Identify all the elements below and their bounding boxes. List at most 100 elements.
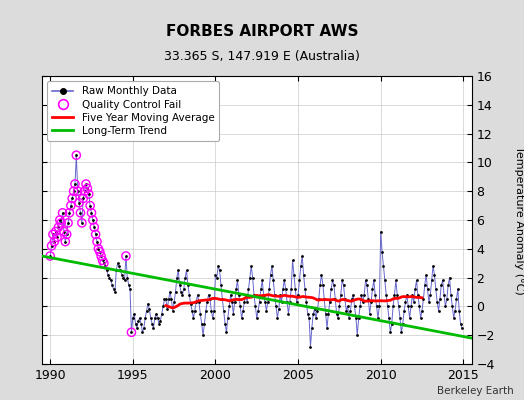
Point [64,220,72,226]
Point [269,277,278,284]
Point [346,308,355,314]
Point [353,332,362,338]
Point [377,228,385,235]
Point [73,188,82,194]
Point [75,200,83,206]
Point [123,274,132,281]
Point [100,260,108,266]
Point [389,303,397,310]
Point [320,296,329,302]
Point [357,292,366,298]
Point [105,274,114,281]
Point [204,292,213,298]
Point [100,260,108,266]
Point [244,286,253,292]
Point [231,299,239,305]
Point [210,308,219,314]
Point [302,299,311,305]
Point [58,210,67,216]
Text: 33.365 S, 147.919 E (Australia): 33.365 S, 147.919 E (Australia) [164,50,360,63]
Y-axis label: Temperature Anomaly (°C): Temperature Anomaly (°C) [514,146,524,294]
Point [115,263,123,269]
Point [369,277,378,284]
Point [138,329,147,336]
Point [57,220,66,226]
Point [128,315,137,321]
Point [354,315,363,321]
Point [301,286,309,292]
Point [90,224,99,230]
Point [305,315,313,321]
Point [401,299,410,305]
Point [108,282,116,288]
Point [363,282,371,288]
Point [94,246,103,252]
Point [66,210,74,216]
Point [69,188,78,194]
Point [246,274,254,281]
Point [294,292,302,298]
Point [421,282,429,288]
Point [235,292,243,298]
Point [202,308,210,314]
Point [319,282,327,288]
Point [68,195,77,202]
Point [286,299,294,305]
Point [166,289,174,295]
Point [239,308,247,314]
Point [136,315,144,321]
Point [356,303,364,310]
Point [221,320,230,327]
Point [71,181,79,187]
Point [423,286,432,292]
Point [341,296,349,302]
Point [321,310,330,317]
Point [316,282,324,288]
Point [60,228,68,235]
Point [47,243,56,249]
Point [220,308,228,314]
Point [51,228,60,235]
Point [399,320,407,327]
Point [152,310,160,317]
Point [66,210,74,216]
Point [97,253,105,259]
Point [247,263,255,269]
Point [211,272,220,278]
Point [374,315,382,321]
Point [49,231,57,238]
Point [103,267,111,274]
Point [178,292,187,298]
Point [173,274,181,281]
Point [338,277,346,284]
Point [176,282,184,288]
Point [198,320,206,327]
Point [122,253,130,259]
Point [259,292,268,298]
Point [236,303,244,310]
Point [79,195,88,202]
Point [248,274,257,281]
Point [283,299,291,305]
Point [310,306,319,312]
Point [323,325,331,331]
Point [265,286,274,292]
Point [114,260,122,266]
Point [407,303,415,310]
Point [58,210,67,216]
Point [434,308,443,314]
Point [455,308,463,314]
Point [330,282,338,288]
Point [60,228,68,235]
Point [456,320,465,327]
Point [349,292,357,298]
Point [78,220,86,226]
Point [414,292,422,298]
Point [232,286,241,292]
Point [147,315,155,321]
Point [53,234,61,240]
Point [54,224,63,230]
Point [54,224,63,230]
Point [127,329,136,336]
Point [89,217,97,223]
